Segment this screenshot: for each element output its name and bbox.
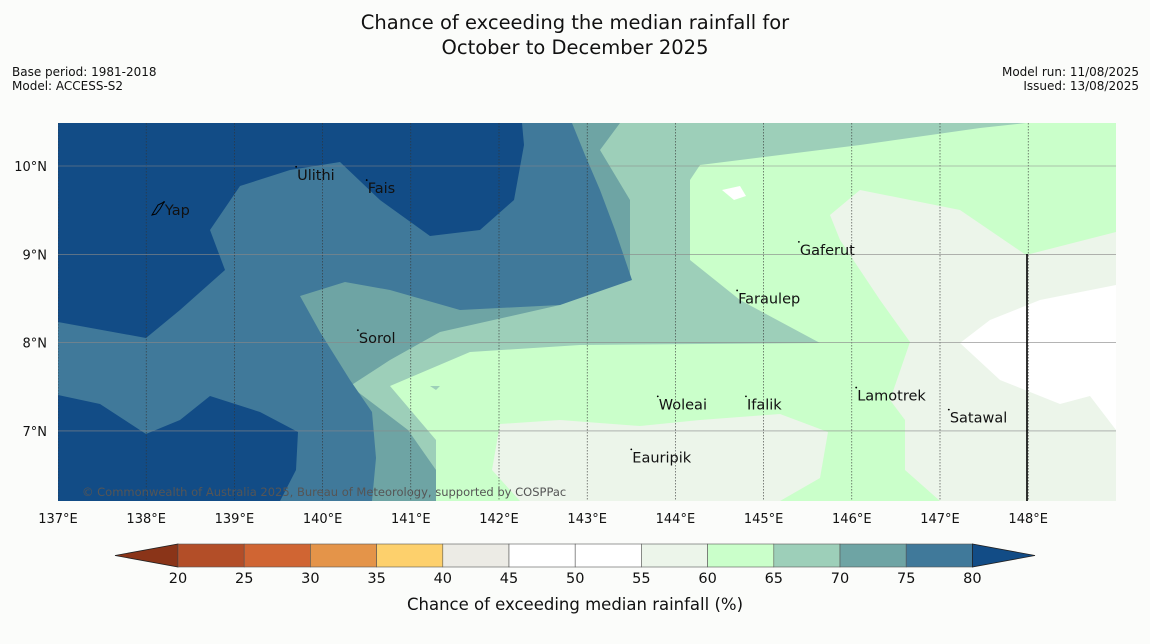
place-label: Eauripik	[632, 450, 691, 466]
lon-tick-label: 147°E	[920, 512, 960, 527]
map-area: Yap Ulithi Fais Gaferut Faraulep Sorol Lamotre…	[58, 123, 1116, 501]
colorbar-tick-label: 70	[831, 571, 849, 587]
place-label: Yap	[164, 203, 190, 219]
colorbar-segment	[574, 543, 642, 568]
colorbar-tick-label: 50	[566, 571, 584, 587]
band-50-55-small	[722, 186, 746, 200]
chart-title: Chance of exceeding the median rainfall …	[0, 10, 1150, 60]
lon-tick-label: 144°E	[656, 512, 696, 527]
island-marker	[356, 329, 359, 332]
place-labels: Yap Ulithi Fais Gaferut Faraulep Sorol Lamotre…	[162, 165, 1007, 466]
copyright-notice: © Commonwealth of Australia 2025, Bureau…	[82, 485, 566, 499]
colorbar-label: Chance of exceeding median rainfall (%)	[407, 595, 743, 614]
colorbar-segment	[310, 543, 377, 568]
title-line-2: October to December 2025	[441, 36, 709, 59]
yap-island-outline	[150, 200, 166, 216]
lon-tick-label: 143°E	[567, 512, 607, 527]
island-marker	[736, 289, 739, 292]
lon-tick-label: 140°E	[303, 512, 343, 527]
colorbar-segment	[508, 543, 576, 568]
island-marker	[365, 179, 368, 181]
band-65-70-small	[430, 386, 440, 390]
model-name: Model: ACCESS-S2	[12, 79, 124, 93]
colorbar-tick-label: 25	[235, 571, 253, 587]
title-line-1: Chance of exceeding the median rainfall …	[360, 11, 790, 34]
place-label: Sorol	[359, 331, 396, 347]
island-marker	[295, 165, 298, 168]
lon-tick-label: 146°E	[832, 512, 872, 527]
place-label: Fais	[368, 181, 395, 197]
lat-tick-label: 7°N	[23, 425, 48, 440]
lat-axis: 10°N 9°N 8°N 7°N	[14, 160, 47, 440]
lon-tick-label: 139°E	[215, 512, 255, 527]
island-marker	[630, 448, 633, 451]
colorbar-tick-label: 30	[301, 571, 319, 587]
colorbar-over-arrow	[972, 543, 1036, 568]
colorbar: 20 25 30 35 40 45 50 55 60 65 70 75 80	[114, 543, 1036, 587]
lat-tick-label: 8°N	[23, 337, 48, 352]
colorbar-tick-label: 80	[963, 571, 981, 587]
colorbar-segment	[442, 543, 510, 568]
colorbar-tick-label: 40	[434, 571, 452, 587]
colorbar-segment	[839, 543, 907, 568]
colorbar-tick-label: 65	[765, 571, 783, 587]
model-run: Model run: 11/08/2025	[1001, 65, 1139, 79]
island-marker	[947, 408, 950, 411]
place-label: Satawal	[950, 411, 1007, 427]
meta-right: Model run: 11/08/2025 Issued: 13/08/2025	[1002, 65, 1139, 93]
island-marker	[855, 386, 858, 389]
colorbar-tick-label: 20	[169, 571, 187, 587]
lon-tick-label: 148°E	[1008, 512, 1048, 527]
lon-tick-label: 138°E	[126, 512, 166, 527]
lon-tick-label: 142°E	[479, 512, 519, 527]
colorbar-tick-label: 75	[897, 571, 915, 587]
colorbar-segment	[376, 543, 444, 568]
colorbar-tick-label: 35	[367, 571, 385, 587]
place-label: Lamotrek	[857, 389, 926, 405]
band-over-80-south	[58, 395, 298, 501]
island-marker	[656, 395, 659, 398]
place-label: Ifalik	[747, 397, 782, 413]
colorbar-segment	[243, 543, 311, 568]
lon-tick-label: 137°E	[38, 512, 78, 527]
band-60-65-patch	[698, 384, 734, 395]
colorbar-tick-label: 60	[698, 571, 716, 587]
colorbar-segment	[773, 543, 841, 568]
place-label: Faraulep	[738, 291, 800, 307]
island-marker	[745, 395, 747, 398]
place-label: Woleai	[659, 397, 707, 413]
base-period: Base period: 1981-2018	[12, 65, 157, 79]
colorbar-tick-label: 55	[632, 571, 650, 587]
colorbar-tick-label: 45	[500, 571, 518, 587]
place-label: Ulithi	[297, 168, 335, 184]
colorbar-segment	[641, 543, 708, 568]
band-55-60-south	[492, 414, 828, 501]
meta-left: Base period: 1981-2018 Model: ACCESS-S2	[12, 65, 157, 93]
issued-date: Issued: 13/08/2025	[1023, 79, 1139, 93]
lat-tick-label: 10°N	[14, 160, 47, 175]
lon-tick-label: 145°E	[744, 512, 784, 527]
lon-tick-label: 141°E	[391, 512, 431, 527]
graticule	[58, 123, 1116, 501]
colorbar-segment	[707, 543, 775, 568]
band-over-80-north	[58, 123, 524, 338]
lat-tick-label: 9°N	[23, 248, 48, 263]
colorbar-segment	[905, 543, 973, 568]
place-label: Gaferut	[800, 243, 855, 259]
lon-axis: 137°E 138°E 139°E 140°E 141°E 142°E 143°E 144°E…	[38, 512, 1048, 527]
island-marker	[797, 240, 800, 243]
colorbar-segment	[177, 543, 245, 568]
band-50-55	[960, 285, 1116, 430]
colorbar-under-arrow	[114, 543, 179, 568]
